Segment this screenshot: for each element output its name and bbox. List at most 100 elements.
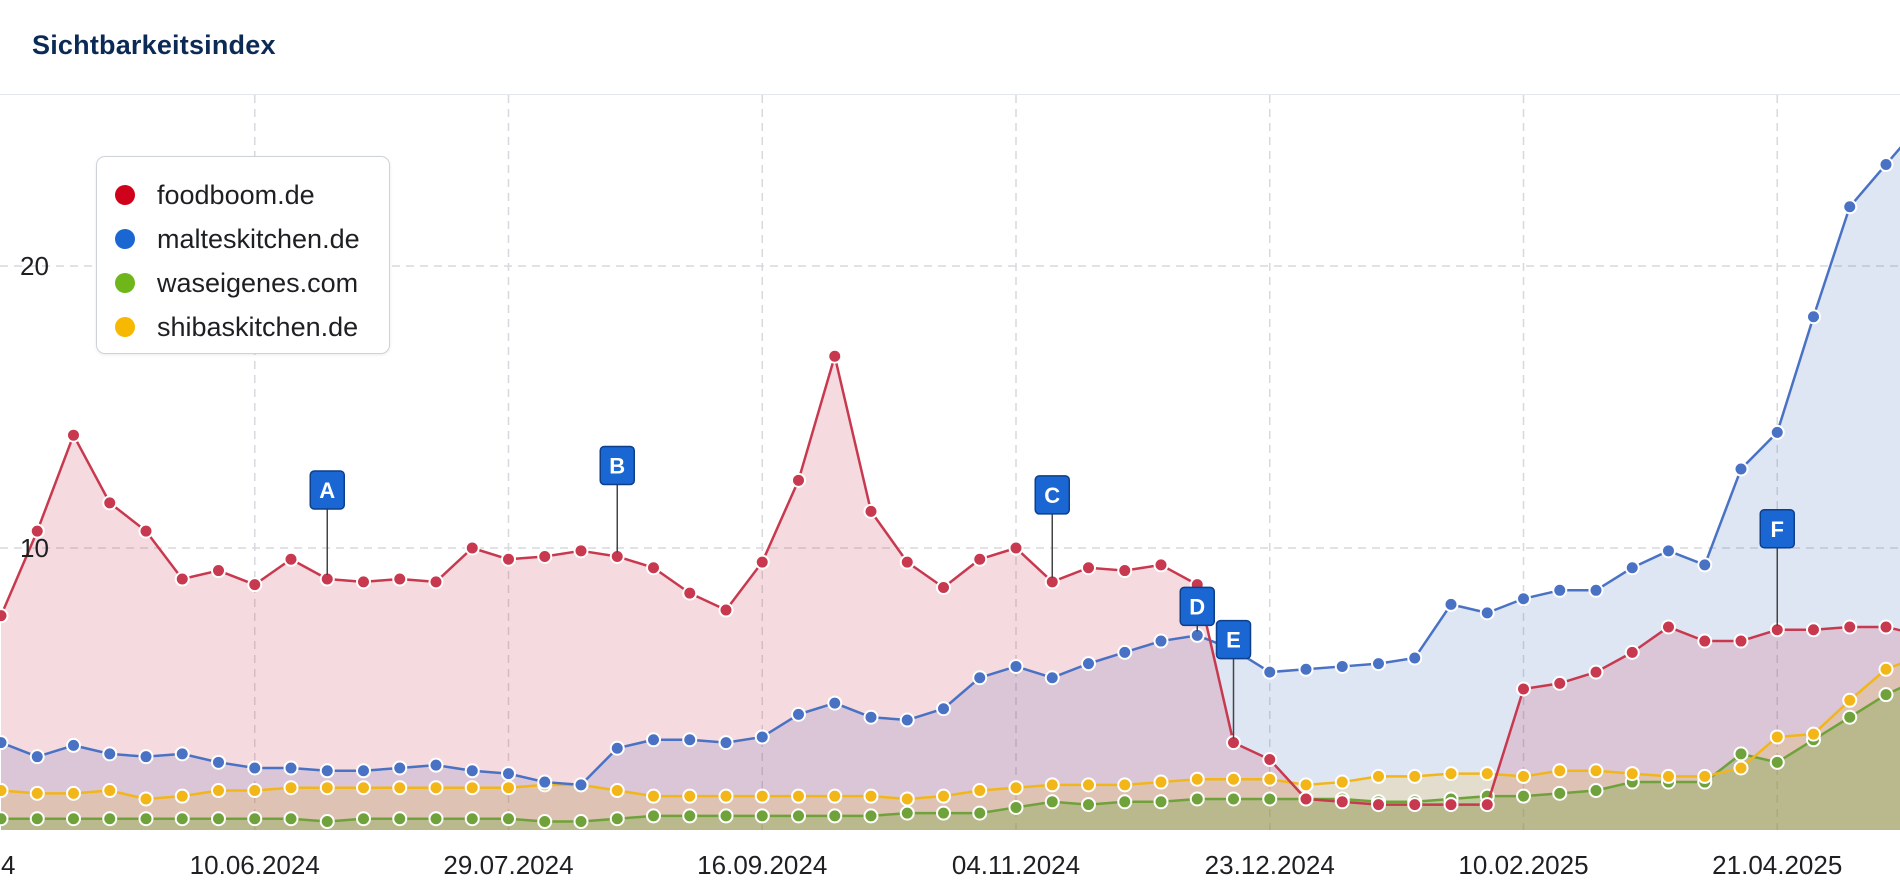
legend-item[interactable]: shibaskitchen.de <box>97 305 389 349</box>
data-point-waseigenes-com <box>1588 783 1604 799</box>
data-point-waseigenes-com <box>501 811 516 827</box>
legend-item[interactable]: malteskitchen.de <box>97 217 389 261</box>
data-point-malteskitchen-de <box>1298 661 1314 677</box>
visibility-chart: 10 20 24 10.06.2024 29.07.2024 16.09.2024 04.1… <box>0 95 1900 880</box>
data-point-foodboom-de <box>29 523 45 539</box>
data-point-shibaskitchen-de <box>1189 771 1205 787</box>
x-tick-label: 24 <box>0 850 15 880</box>
data-point-shibaskitchen-de <box>791 788 806 804</box>
data-point-malteskitchen-de <box>1516 591 1531 607</box>
annotation-label: A <box>319 478 335 503</box>
data-point-malteskitchen-de <box>1407 650 1423 666</box>
data-point-shibaskitchen-de <box>863 788 879 804</box>
data-point-shibaskitchen-de <box>1624 766 1640 782</box>
legend-item[interactable]: waseigenes.com <box>97 261 389 305</box>
data-point-malteskitchen-de <box>1443 596 1459 612</box>
data-point-malteskitchen-de <box>174 746 190 762</box>
data-point-malteskitchen-de <box>718 735 734 751</box>
annotation-label: E <box>1226 628 1241 653</box>
annotation-marker-f <box>1759 509 1795 549</box>
data-point-waseigenes-com <box>1226 791 1241 807</box>
data-point-shibaskitchen-de <box>1044 777 1060 793</box>
data-point-shibaskitchen-de <box>1334 774 1350 790</box>
data-point-shibaskitchen-de <box>1733 760 1749 776</box>
legend-label: foodboom.de <box>157 179 315 210</box>
data-point-shibaskitchen-de <box>1661 768 1676 784</box>
x-tick-label: 29.07.2024 <box>443 850 573 880</box>
data-point-shibaskitchen-de <box>682 788 698 804</box>
data-point-malteskitchen-de <box>1153 633 1169 649</box>
data-point-waseigenes-com <box>754 808 770 824</box>
card-header: Sichtbarkeitsindex <box>0 0 1900 95</box>
data-point-foodboom-de <box>791 472 806 488</box>
data-point-foodboom-de <box>1806 622 1821 638</box>
data-point-shibaskitchen-de <box>356 780 371 796</box>
data-point-shibaskitchen-de <box>1008 780 1024 796</box>
data-point-foodboom-de <box>1479 797 1495 813</box>
data-point-malteskitchen-de <box>501 766 516 782</box>
data-point-malteskitchen-de <box>138 749 154 765</box>
annotation-marker-c <box>1034 475 1070 515</box>
data-point-shibaskitchen-de <box>1298 777 1314 793</box>
data-point-foodboom-de <box>936 579 951 595</box>
data-point-shibaskitchen-de <box>972 783 988 799</box>
data-point-malteskitchen-de <box>899 712 915 728</box>
data-point-foodboom-de <box>211 563 226 579</box>
annotation-label: F <box>1771 517 1784 542</box>
data-point-waseigenes-com <box>464 811 480 827</box>
data-point-waseigenes-com <box>211 811 226 827</box>
legend-label: shibaskitchen.de <box>157 311 359 342</box>
data-point-foodboom-de <box>283 551 299 567</box>
data-point-shibaskitchen-de <box>29 785 45 801</box>
data-point-malteskitchen-de <box>283 760 299 776</box>
data-point-malteskitchen-de <box>1117 644 1133 660</box>
data-point-shibaskitchen-de <box>0 783 9 799</box>
x-tick-label: 16.09.2024 <box>697 850 827 880</box>
data-point-waseigenes-com <box>138 811 154 827</box>
data-point-foodboom-de <box>428 574 444 590</box>
data-point-foodboom-de <box>537 548 553 564</box>
legend-swatch <box>115 229 135 249</box>
annotation-marker-e <box>1215 619 1252 660</box>
data-point-malteskitchen-de <box>1552 582 1568 598</box>
data-point-foodboom-de <box>1081 560 1096 576</box>
data-point-foodboom-de <box>1334 794 1350 810</box>
legend-label: malteskitchen.de <box>157 223 360 254</box>
data-point-waseigenes-com <box>102 811 118 827</box>
annotation-label: D <box>1189 594 1205 619</box>
data-point-waseigenes-com <box>1516 788 1531 804</box>
data-point-shibaskitchen-de <box>464 780 480 796</box>
data-point-shibaskitchen-de <box>102 783 118 799</box>
data-point-shibaskitchen-de <box>1081 777 1096 793</box>
data-point-malteskitchen-de <box>1842 199 1858 215</box>
x-tick-label: 21.04.2025 <box>1712 850 1842 880</box>
data-point-foodboom-de <box>1697 633 1713 649</box>
data-point-waseigenes-com <box>1878 687 1894 703</box>
data-point-shibaskitchen-de <box>718 788 734 804</box>
x-tick-label: 10.06.2024 <box>190 850 320 880</box>
data-point-shibaskitchen-de <box>392 780 408 796</box>
x-tick-label: 23.12.2024 <box>1205 850 1335 880</box>
data-point-waseigenes-com <box>863 808 879 824</box>
data-point-shibaskitchen-de <box>609 783 625 799</box>
data-point-malteskitchen-de <box>1733 461 1749 477</box>
data-point-malteskitchen-de <box>211 754 226 770</box>
data-point-waseigenes-com <box>392 811 408 827</box>
data-point-malteskitchen-de <box>827 695 843 711</box>
data-point-waseigenes-com <box>1262 791 1278 807</box>
data-point-waseigenes-com <box>718 808 734 824</box>
data-point-shibaskitchen-de <box>1117 777 1133 793</box>
x-tick-label: 10.02.2025 <box>1458 850 1588 880</box>
data-point-foodboom-de <box>573 543 589 559</box>
y-tick-label: 20 <box>20 251 49 281</box>
data-point-waseigenes-com <box>791 808 806 824</box>
data-point-malteskitchen-de <box>0 735 9 751</box>
series-area-waseigenes-com <box>1 688 1900 830</box>
legend-item[interactable]: foodboom.de <box>97 173 389 217</box>
data-point-shibaskitchen-de <box>1878 661 1894 677</box>
data-point-waseigenes-com <box>609 811 625 827</box>
data-point-waseigenes-com <box>537 814 553 830</box>
data-point-foodboom-de <box>174 571 190 587</box>
data-point-malteskitchen-de <box>1661 543 1676 559</box>
